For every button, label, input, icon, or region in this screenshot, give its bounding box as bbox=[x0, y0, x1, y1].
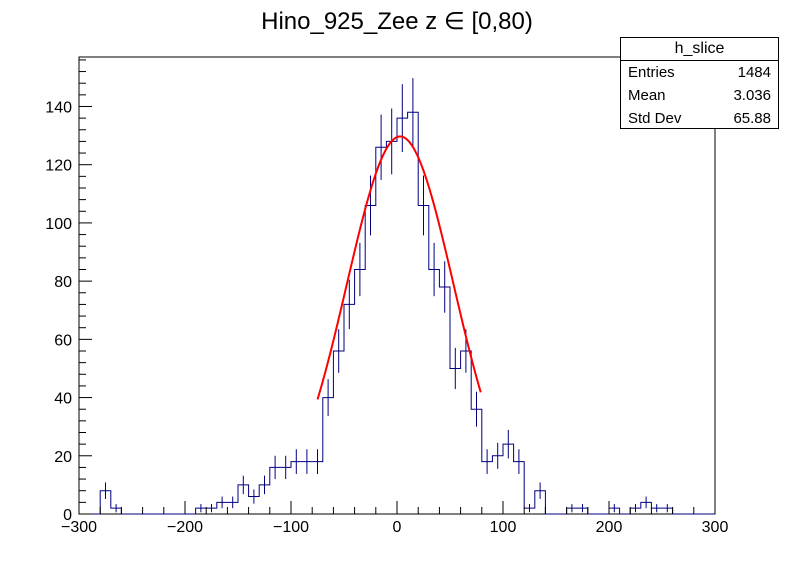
y-tick-label: 0 bbox=[63, 507, 72, 524]
fit-curve bbox=[316, 135, 482, 400]
stats-title: h_slice bbox=[621, 38, 778, 61]
y-tick-label: 20 bbox=[54, 449, 72, 466]
y-tick-label: 60 bbox=[54, 332, 72, 349]
stats-stddev-value: 65.88 bbox=[733, 110, 771, 127]
y-tick-label: 120 bbox=[45, 158, 72, 175]
y-tick-label: 40 bbox=[54, 391, 72, 408]
x-tick-label: −100 bbox=[273, 519, 309, 536]
stats-entries-value: 1484 bbox=[737, 64, 771, 81]
x-tick-label: 100 bbox=[490, 519, 517, 536]
y-tick-label: 140 bbox=[45, 99, 72, 116]
chart-title: Hino_925_Zee z ∈ [0,80) bbox=[261, 8, 533, 35]
y-tick-label: 100 bbox=[45, 216, 72, 233]
x-tick-label: 300 bbox=[702, 519, 729, 536]
histogram-outline bbox=[79, 111, 715, 515]
x-tick-label: −300 bbox=[61, 519, 97, 536]
stats-box: h_slice Entries 1484 Mean 3.036 Std Dev … bbox=[620, 37, 779, 129]
stats-mean-value: 3.036 bbox=[733, 87, 771, 104]
stats-row-entries: Entries 1484 bbox=[621, 61, 778, 84]
stats-row-stddev: Std Dev 65.88 bbox=[621, 107, 778, 130]
x-tick-label: 200 bbox=[596, 519, 623, 536]
stats-stddev-label: Std Dev bbox=[628, 110, 682, 127]
x-tick-label: −200 bbox=[167, 519, 203, 536]
stats-entries-label: Entries bbox=[628, 64, 675, 81]
stats-row-mean: Mean 3.036 bbox=[621, 84, 778, 107]
stats-mean-label: Mean bbox=[628, 87, 666, 104]
x-tick-label: 0 bbox=[393, 519, 402, 536]
y-tick-label: 80 bbox=[54, 274, 72, 291]
